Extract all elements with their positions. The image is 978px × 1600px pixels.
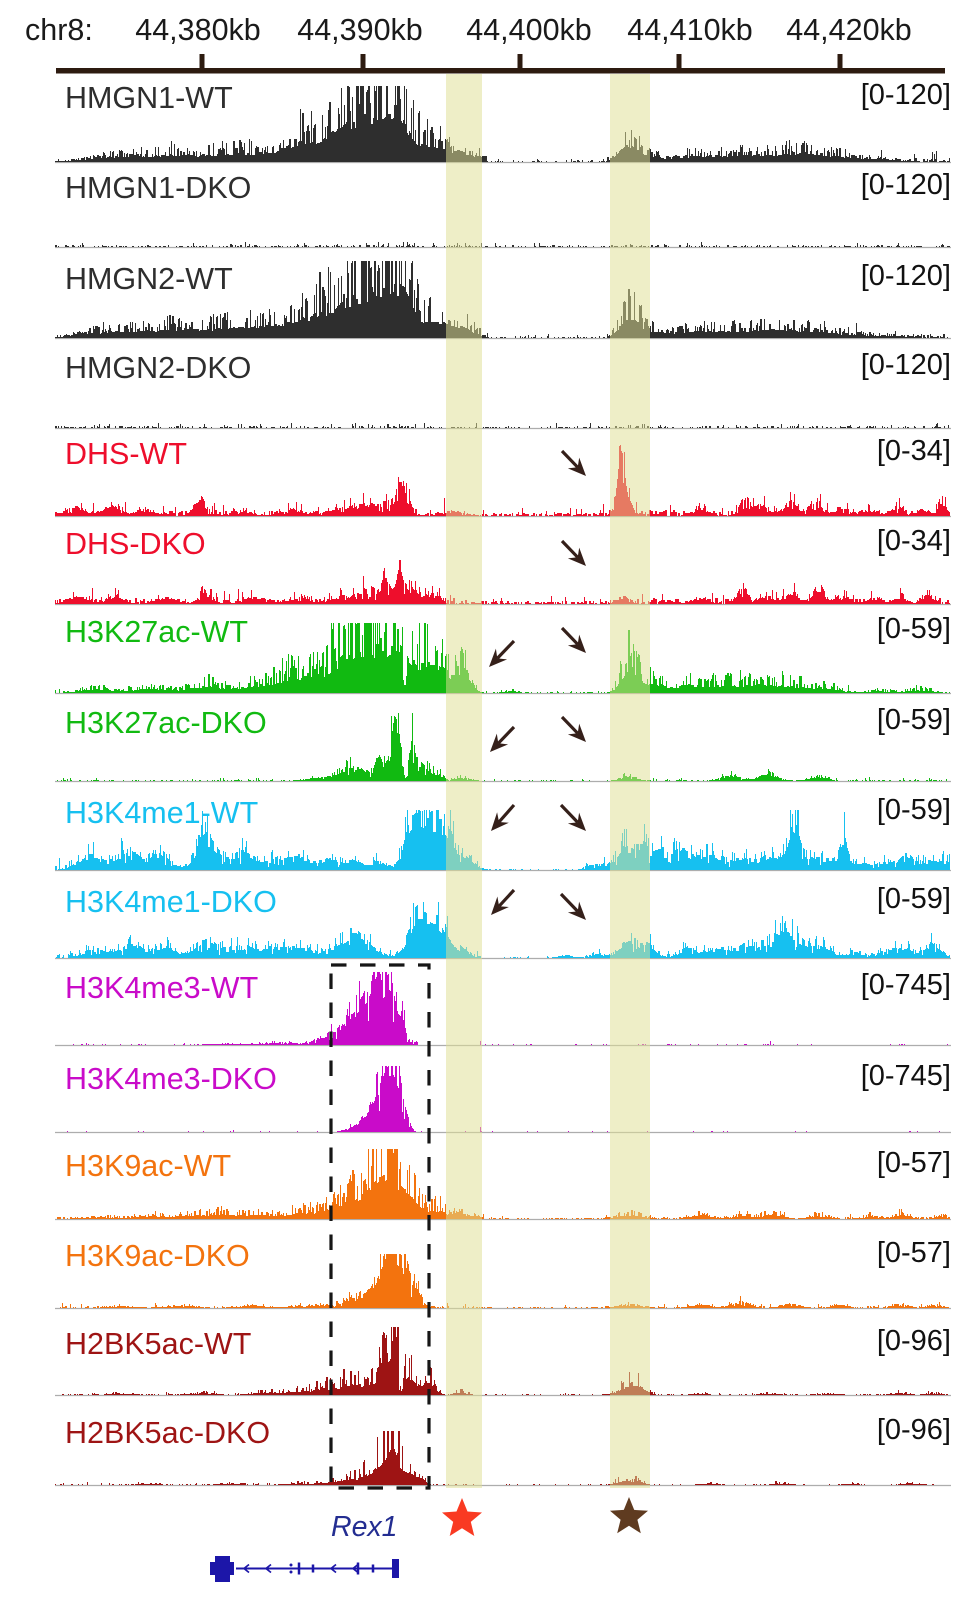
svg-text:H3K4me3-WT: H3K4me3-WT	[65, 971, 258, 1005]
svg-text:[0-96]: [0-96]	[877, 1414, 951, 1446]
svg-text:DHS-DKO: DHS-DKO	[65, 527, 206, 561]
svg-text:[0-745]: [0-745]	[861, 1060, 951, 1092]
svg-text:[0-745]: [0-745]	[861, 969, 951, 1001]
svg-text:HMGN1-WT: HMGN1-WT	[65, 81, 233, 115]
svg-text:H3K9ac-DKO: H3K9ac-DKO	[65, 1239, 250, 1273]
svg-text:[0-59]: [0-59]	[877, 704, 951, 736]
svg-text:H3K4me3-DKO: H3K4me3-DKO	[65, 1062, 277, 1096]
svg-text:44,390kb: 44,390kb	[297, 13, 423, 47]
svg-text:[0-57]: [0-57]	[877, 1147, 951, 1179]
svg-text:[0-34]: [0-34]	[877, 435, 951, 467]
svg-text:44,400kb: 44,400kb	[466, 13, 592, 47]
svg-text:[0-96]: [0-96]	[877, 1325, 951, 1357]
svg-text:[0-59]: [0-59]	[877, 883, 951, 915]
svg-text:H3K27ac-WT: H3K27ac-WT	[65, 615, 248, 649]
svg-text:[0-34]: [0-34]	[877, 525, 951, 557]
svg-text:H3K27ac-DKO: H3K27ac-DKO	[65, 706, 267, 740]
svg-text:[0-120]: [0-120]	[861, 79, 951, 111]
svg-text:HMGN2-DKO: HMGN2-DKO	[65, 351, 251, 385]
svg-text:H2BK5ac-DKO: H2BK5ac-DKO	[65, 1416, 270, 1450]
svg-text:Rex1: Rex1	[331, 1511, 398, 1543]
svg-text:H3K4me1-DKO: H3K4me1-DKO	[65, 885, 277, 919]
svg-text:H3K9ac-WT: H3K9ac-WT	[65, 1149, 231, 1183]
svg-text:H3K4me1-WT: H3K4me1-WT	[65, 796, 258, 830]
svg-text:HMGN2-WT: HMGN2-WT	[65, 262, 233, 296]
svg-text:HMGN1-DKO: HMGN1-DKO	[65, 171, 251, 205]
svg-text:H2BK5ac-WT: H2BK5ac-WT	[65, 1327, 251, 1361]
svg-text:[0-59]: [0-59]	[877, 794, 951, 826]
svg-text:44,410kb: 44,410kb	[627, 13, 753, 47]
svg-text:44,420kb: 44,420kb	[786, 13, 912, 47]
svg-text:[0-120]: [0-120]	[861, 349, 951, 381]
svg-text:chr8:: chr8:	[25, 13, 93, 47]
svg-text:[0-120]: [0-120]	[861, 169, 951, 201]
svg-text:[0-59]: [0-59]	[877, 613, 951, 645]
svg-text:44,380kb: 44,380kb	[135, 13, 261, 47]
svg-text:[0-120]: [0-120]	[861, 260, 951, 292]
svg-text:[0-57]: [0-57]	[877, 1237, 951, 1269]
svg-text:DHS-WT: DHS-WT	[65, 437, 187, 471]
